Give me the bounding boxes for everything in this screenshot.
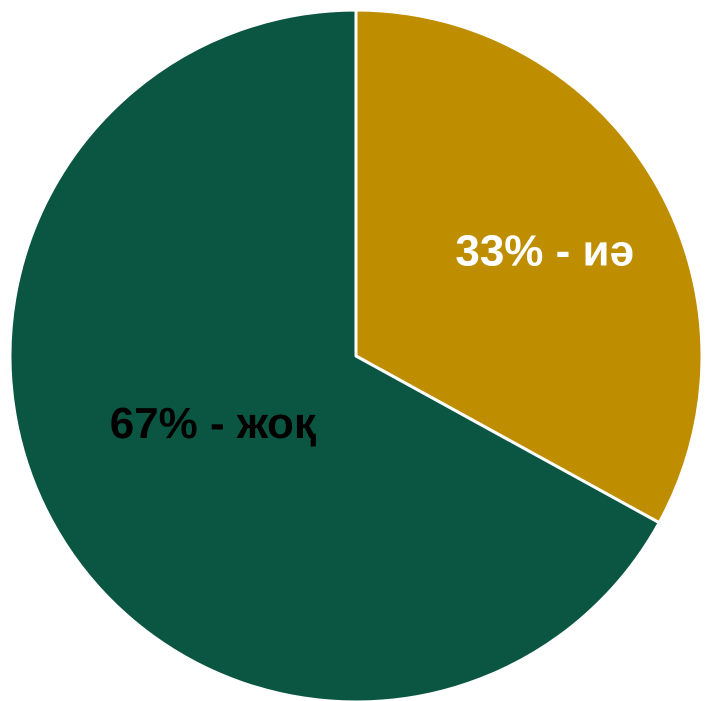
pie-slices <box>10 10 702 701</box>
pie-slice-label-0: 33% - иә <box>455 226 634 275</box>
pie-slice-label-1: 67% - жоқ <box>110 399 317 448</box>
